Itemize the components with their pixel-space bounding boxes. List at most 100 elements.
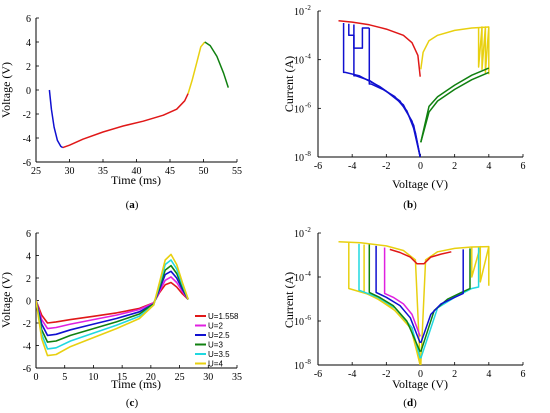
y-axis-label: Voltage (V) (0, 62, 13, 118)
series-line-2 (420, 26, 489, 70)
x-tick-label: 5 (62, 372, 67, 383)
legend-label: U=2.5 (208, 331, 230, 340)
y-tick-exponent: -2 (305, 226, 311, 234)
panel-a: 25 30 35 40 45 50 55 -6 -4 -2 0 2 4 6 Time (ms) Voltage… (0, 14, 242, 211)
legend-label: U=2 (208, 322, 223, 331)
y-tick-label: -2 (23, 319, 31, 330)
y-tick-label: -4 (23, 134, 31, 145)
panel-c: 0 5 10 15 20 25 30 35-6-4-20246U=1.558U=2U=2.5U… (0, 229, 242, 409)
y-axis-label: Voltage (V) (0, 272, 13, 328)
series-line-10 (420, 249, 464, 344)
y-tick-label: 10 (294, 273, 304, 284)
panel-caption: (b) (403, 199, 417, 211)
x-tick-label: 30 (203, 372, 213, 383)
x-tick-label: 0 (34, 372, 39, 383)
x-tick-label: 40 (132, 166, 142, 177)
series-line-u-1-558 (36, 281, 189, 324)
series-line-8 (342, 23, 421, 157)
series-line-7 (368, 244, 421, 353)
x-tick-label: 6 (521, 369, 526, 380)
series-line-u-4 (36, 253, 189, 357)
series-line-2 (62, 93, 189, 149)
y-tick-label: 10 (294, 229, 304, 240)
panel-caption: (c) (126, 397, 139, 409)
x-tick-label: -2 (382, 369, 390, 380)
x-tick-label: 15 (117, 372, 127, 383)
panel-caption: (a) (126, 199, 139, 211)
x-axis-label: Time (ms) (111, 173, 161, 187)
x-tick-label: 4 (486, 161, 491, 172)
legend-label: U=1.558 (208, 312, 239, 321)
series-line-u-3 (36, 264, 189, 343)
series-line-4 (204, 41, 230, 88)
x-tick-label: 30 (65, 166, 75, 177)
legend-label: U=3 (208, 341, 223, 350)
series-line-1 (338, 241, 489, 365)
x-tick-label: 2 (452, 369, 457, 380)
y-tick-exponent: -2 (305, 4, 311, 12)
panel-caption: (d) (403, 397, 417, 409)
y-tick-exponent: -6 (305, 101, 311, 109)
y-tick-label: 4 (26, 38, 31, 49)
series-line-1 (338, 19, 421, 77)
x-tick-label: -6 (314, 369, 322, 380)
series-line-3 (187, 41, 206, 94)
x-tick-label: -4 (348, 161, 356, 172)
y-tick-label: 6 (26, 14, 31, 25)
y-tick-label: 0 (26, 297, 31, 308)
x-axis-label: Time (ms) (111, 377, 161, 391)
y-tick-exponent: -4 (305, 270, 311, 278)
series-line-4 (420, 71, 490, 143)
y-tick-label: -6 (23, 364, 31, 375)
y-tick-label: 10 (294, 361, 304, 372)
x-tick-label: -2 (382, 161, 390, 172)
y-tick-label: 6 (26, 229, 31, 240)
series-line-9 (348, 23, 370, 49)
y-tick-label: -4 (23, 342, 31, 353)
series-line-12 (389, 248, 452, 265)
series-line-1 (48, 89, 64, 149)
x-tick-label: 45 (165, 166, 175, 177)
series-line-u-2 (36, 276, 189, 330)
x-tick-label: 0 (418, 161, 423, 172)
legend-label: U=4 (208, 360, 223, 369)
y-tick-label: 10 (294, 7, 304, 18)
x-tick-label: 55 (232, 166, 242, 177)
y-tick-label: 2 (26, 62, 31, 73)
x-tick-label: 25 (175, 372, 185, 383)
y-tick-label: 10 (294, 56, 304, 67)
y-tick-label: 10 (294, 153, 304, 164)
x-tick-label: 35 (232, 372, 242, 383)
series-line-3 (477, 26, 490, 75)
y-tick-exponent: -8 (305, 358, 311, 366)
y-tick-exponent: -8 (305, 150, 311, 158)
series-line-u-2-5 (36, 270, 189, 337)
y-axis-label: Current (A) (282, 56, 296, 112)
y-tick-label: 4 (26, 252, 31, 263)
x-tick-label: 10 (88, 372, 98, 383)
series-line-7 (353, 24, 421, 157)
x-axis-label: Voltage (V) (392, 177, 448, 191)
x-axis-label: Voltage (V) (392, 377, 448, 391)
y-axis-label: Current (A) (282, 272, 296, 328)
x-tick-label: 0 (418, 369, 423, 380)
x-tick-label: 35 (98, 166, 108, 177)
series-line-8 (420, 248, 471, 353)
series-line-6 (368, 28, 421, 157)
series-line-9 (375, 245, 421, 344)
x-tick-label: -4 (348, 369, 356, 380)
y-tick-label: 10 (294, 317, 304, 328)
y-tick-exponent: -4 (305, 53, 311, 61)
x-tick-label: 2 (452, 161, 457, 172)
legend-label: U=3.5 (208, 350, 230, 359)
y-tick-label: 10 (294, 104, 304, 115)
y-tick-label: -2 (23, 110, 31, 121)
series-line-5 (420, 67, 490, 143)
y-tick-label: 0 (26, 86, 31, 97)
x-tick-label: 6 (521, 161, 526, 172)
x-tick-label: 20 (146, 372, 156, 383)
